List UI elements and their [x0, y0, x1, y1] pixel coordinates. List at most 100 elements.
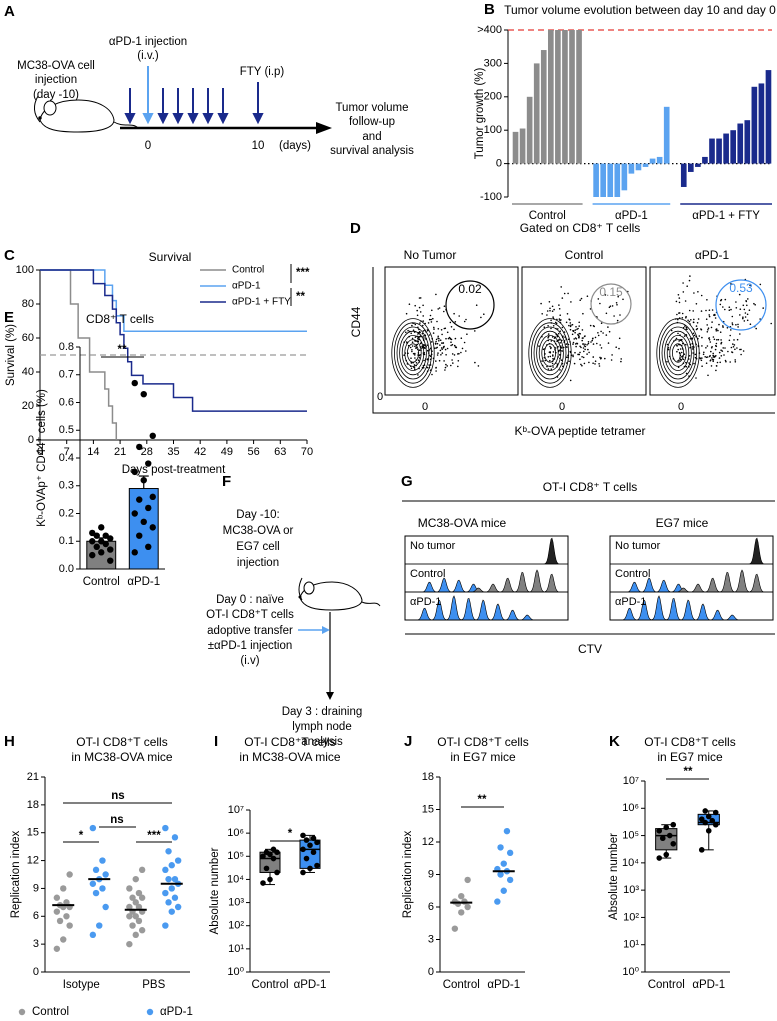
panel-label: K	[609, 733, 620, 750]
event-dot	[419, 311, 422, 313]
event-dot	[547, 356, 550, 358]
event-dot	[722, 347, 724, 349]
event-dot	[547, 337, 549, 339]
bar	[548, 30, 554, 164]
event-dot	[730, 308, 732, 311]
event-dot	[563, 292, 566, 295]
significance: ***	[296, 267, 310, 279]
event-dot	[454, 337, 457, 340]
label: 10	[252, 140, 265, 152]
contour	[672, 343, 685, 363]
event-dot	[413, 364, 416, 366]
event-dot	[550, 327, 552, 330]
contour	[544, 343, 557, 363]
event-dot	[689, 338, 692, 340]
histogram-row-label: Control	[615, 568, 650, 580]
event-dot	[708, 314, 710, 316]
event-dot	[440, 329, 443, 331]
x-tick-label: 21	[114, 446, 126, 458]
data-point	[670, 821, 677, 828]
injection-line	[34, 95, 41, 123]
event-dot	[551, 362, 554, 365]
event-dot	[437, 335, 440, 338]
event-dot	[688, 279, 691, 282]
data-point	[307, 865, 313, 872]
event-dot	[579, 351, 581, 354]
event-dot	[572, 343, 574, 345]
event-dot	[723, 354, 725, 356]
event-dot	[457, 365, 459, 368]
event-dot	[410, 367, 413, 370]
event-dot	[719, 331, 722, 334]
event-dot	[581, 339, 583, 342]
event-dot	[678, 351, 681, 354]
event-dot	[596, 342, 598, 345]
event-dot	[707, 327, 710, 330]
panel-label: H	[4, 733, 15, 750]
data-point	[300, 846, 306, 853]
data-point	[464, 876, 471, 884]
event-dot	[437, 337, 439, 339]
event-dot	[574, 337, 577, 339]
event-dot	[566, 313, 569, 315]
event-dot	[600, 357, 603, 359]
event-dot	[436, 320, 438, 323]
flow-zero: 0	[377, 391, 383, 403]
survival-line	[40, 269, 307, 332]
event-dot	[429, 347, 432, 350]
y-tick-label: 10⁰	[622, 966, 639, 978]
legend-marker	[146, 1008, 154, 1016]
x-tick-label: 49	[221, 446, 233, 458]
bar	[555, 30, 561, 164]
event-dot	[743, 308, 746, 311]
data-point	[165, 848, 172, 855]
event-dot	[729, 334, 731, 337]
event-dot	[447, 337, 450, 340]
event-dot	[622, 298, 624, 301]
data-point	[712, 821, 719, 828]
data-point	[60, 936, 67, 943]
y-tick-label: 10⁷	[228, 804, 244, 816]
event-dot	[591, 339, 593, 342]
data-point	[165, 875, 172, 883]
event-dot	[605, 312, 608, 315]
event-dot	[685, 361, 687, 364]
event-dot	[559, 369, 561, 371]
event-dot	[675, 337, 678, 340]
data-point	[698, 816, 705, 822]
y-tick-label: -100	[480, 191, 502, 203]
event-dot	[580, 346, 582, 349]
event-dot	[745, 300, 748, 303]
event-dot	[407, 329, 409, 332]
event-dot	[743, 320, 746, 322]
event-dot	[441, 342, 443, 344]
y-tick-label: 10⁴	[227, 873, 244, 885]
event-dot	[605, 334, 608, 336]
data-point	[53, 945, 61, 952]
event-dot	[697, 291, 699, 293]
y-tick-label: 6	[428, 901, 434, 913]
event-dot	[710, 347, 713, 349]
y-tick-label: 10⁵	[227, 850, 244, 862]
event-dot	[443, 345, 445, 348]
y-axis-label: Absolute number	[608, 833, 620, 920]
y-axis-label: Replication index	[402, 830, 414, 918]
event-dot	[411, 341, 414, 344]
event-dot	[568, 318, 570, 321]
event-dot	[445, 354, 447, 356]
event-dot	[715, 330, 718, 332]
event-dot	[547, 368, 550, 370]
event-dot	[762, 307, 764, 309]
event-dot	[574, 329, 577, 331]
event-dot	[686, 285, 688, 288]
data-point	[314, 839, 320, 846]
data-point	[131, 510, 138, 517]
label: 0	[145, 140, 151, 152]
event-dot	[577, 327, 579, 330]
event-dot	[423, 359, 425, 362]
event-dot	[549, 351, 551, 353]
event-dot	[586, 353, 588, 355]
event-dot	[414, 323, 417, 326]
y-tick-label: 10⁶	[227, 827, 244, 839]
